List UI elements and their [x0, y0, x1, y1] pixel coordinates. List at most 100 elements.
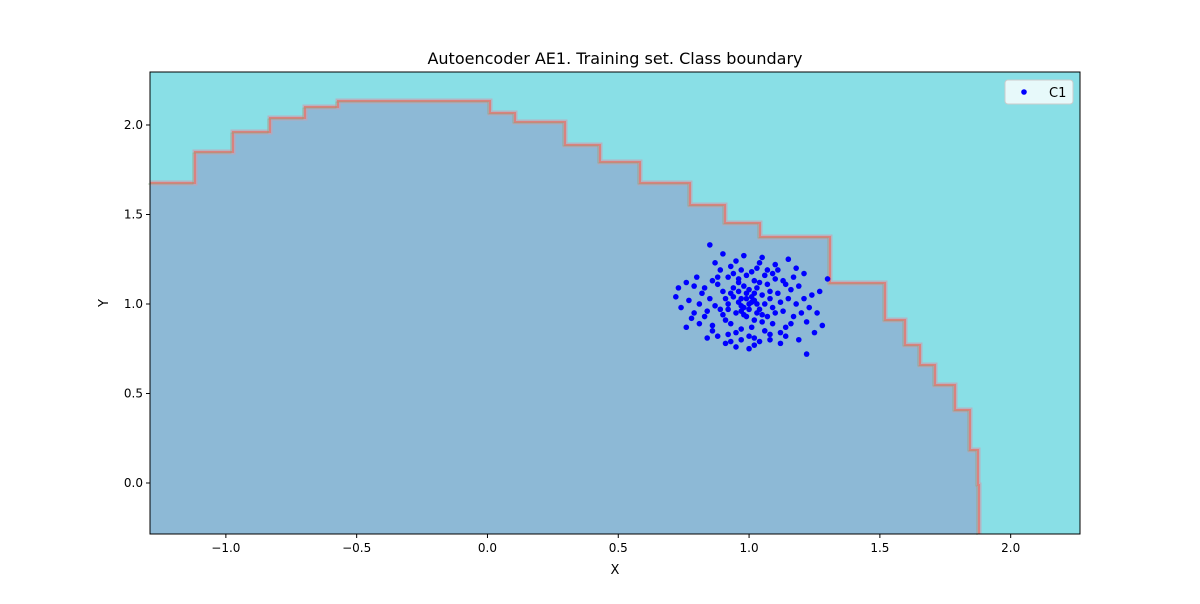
data-point — [767, 295, 773, 302]
data-point — [748, 268, 755, 275]
data-point — [772, 276, 779, 282]
data-point — [746, 306, 752, 313]
data-point — [759, 292, 765, 298]
data-point — [793, 265, 799, 271]
data-point — [699, 290, 705, 297]
plot-area — [148, 72, 1080, 535]
data-point — [759, 311, 765, 318]
data-point — [748, 324, 755, 331]
data-point — [746, 345, 752, 352]
data-point — [754, 285, 760, 291]
data-point — [691, 310, 697, 316]
data-point — [733, 310, 739, 316]
data-point — [738, 302, 745, 309]
data-point — [751, 317, 758, 323]
axes: −1.0 −0.5 0.0 0.5 1.0 1.5 2.0 0.0 0.5 1.0 1.5 2.0 — [124, 71, 1081, 555]
y-axis-label: Y — [97, 299, 112, 308]
data-point — [756, 306, 763, 313]
data-point — [673, 294, 679, 300]
data-point — [767, 288, 773, 295]
data-point — [764, 313, 771, 320]
data-point — [725, 306, 731, 313]
data-point — [683, 324, 690, 331]
data-point — [741, 252, 747, 259]
data-point — [707, 242, 713, 248]
data-point — [696, 301, 703, 307]
data-point — [722, 295, 729, 302]
data-point — [761, 272, 768, 279]
data-point — [730, 285, 737, 291]
boundary-line — [150, 100, 980, 534]
data-point — [772, 310, 779, 316]
inside-region — [150, 101, 979, 534]
data-point — [756, 260, 763, 266]
data-point — [751, 277, 758, 284]
data-point — [725, 331, 731, 338]
data-point — [767, 336, 773, 343]
data-point — [701, 313, 708, 320]
boundary-line-inner — [148, 101, 978, 535]
data-point — [727, 263, 734, 270]
data-point — [727, 338, 734, 345]
data-point — [775, 290, 781, 297]
data-point — [764, 281, 771, 288]
data-point — [790, 313, 797, 320]
data-point — [785, 295, 792, 302]
data-point — [777, 340, 784, 347]
data-point — [801, 270, 807, 277]
data-point — [759, 254, 765, 261]
data-point — [751, 290, 758, 297]
data-point — [722, 340, 729, 347]
data-point — [717, 306, 724, 313]
data-point — [743, 295, 750, 302]
data-point — [733, 329, 739, 336]
data-point — [761, 328, 768, 334]
data-point — [814, 310, 820, 316]
x-tick-label: −0.5 — [342, 541, 371, 555]
data-point — [725, 274, 731, 280]
data-point — [782, 281, 789, 288]
data-point — [720, 311, 726, 318]
legend-box — [1004, 79, 1074, 105]
data-point — [746, 333, 752, 340]
data-point — [683, 279, 690, 286]
legend-marker-c1 — [1021, 89, 1027, 95]
data-point — [693, 274, 700, 280]
data-point — [735, 288, 742, 295]
data-point — [714, 274, 721, 280]
data-point — [738, 336, 745, 343]
data-point — [712, 302, 718, 309]
data-point — [720, 251, 726, 257]
data-point — [824, 276, 831, 282]
data-point — [801, 295, 807, 302]
data-point — [701, 285, 708, 291]
data-point — [717, 267, 724, 273]
data-point — [756, 338, 763, 345]
data-point — [780, 308, 786, 314]
data-point — [714, 281, 721, 288]
data-point — [777, 329, 784, 336]
data-point — [795, 283, 802, 289]
x-tick-label: 1.5 — [870, 541, 889, 555]
data-point — [675, 285, 682, 291]
data-point — [782, 324, 789, 331]
y-tick-label: 2.0 — [124, 118, 143, 132]
data-point — [751, 335, 758, 341]
data-point — [788, 320, 794, 327]
data-point — [741, 311, 747, 318]
data-point — [788, 286, 794, 293]
data-point — [743, 290, 750, 297]
data-point — [709, 277, 716, 284]
data-point — [712, 260, 718, 266]
data-point — [725, 301, 731, 307]
data-point — [767, 331, 773, 338]
data-point — [777, 299, 784, 305]
data-point — [730, 294, 737, 300]
chart-title: Autoencoder AE1. Training set. Class bou… — [427, 49, 802, 68]
data-point — [803, 351, 810, 357]
data-point — [798, 310, 805, 316]
data-point — [720, 288, 726, 295]
y-tick-label: 0.0 — [124, 476, 143, 490]
data-point — [704, 335, 711, 341]
data-point — [761, 301, 768, 307]
